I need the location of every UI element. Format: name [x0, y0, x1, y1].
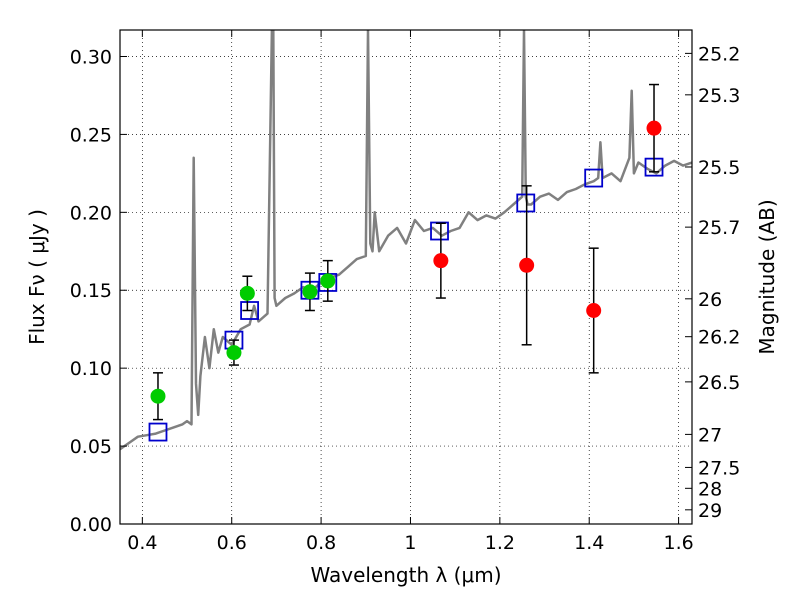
- y-tick-label: 0.25: [70, 124, 112, 146]
- y-right-tick-label: 28: [698, 478, 722, 500]
- y-axis-label: Flux Fν ( μJy ): [25, 209, 49, 345]
- observed-data-point: [302, 284, 318, 300]
- y-tick-label: 0.05: [70, 436, 112, 458]
- y-right-tick-label: 26.2: [698, 327, 740, 349]
- y-right-tick-label: 25.7: [698, 217, 740, 239]
- ticks-layer: 0.4 0.6 0.8 1 1.2 1.4 1.6 0.00 0.05 0.10 0.15 0.20 0…: [70, 30, 740, 554]
- y-right-tick-label: 25.2: [698, 43, 740, 65]
- observed-data-point: [239, 285, 255, 301]
- x-tick-label: 1: [404, 532, 416, 554]
- x-tick-label: 0.6: [217, 532, 247, 554]
- x-tick-label: 0.4: [127, 532, 157, 554]
- y-right-tick-label: 25.5: [698, 157, 740, 179]
- y-tick-label: 0.20: [70, 202, 112, 224]
- y-tick-label: 0.00: [70, 514, 112, 536]
- observed-data-point: [320, 273, 336, 289]
- model-square-point: [430, 221, 449, 241]
- x-axis-label: Wavelength λ (μm): [310, 563, 501, 587]
- y-tick-label: 0.30: [70, 46, 112, 68]
- model-square-point: [240, 301, 259, 320]
- markers-layer: [148, 83, 664, 442]
- spectrum-layer: [120, 30, 692, 451]
- y-right-tick-label: 29: [698, 500, 722, 522]
- grid-layer: [120, 30, 692, 525]
- x-tick-label: 1.6: [663, 532, 693, 554]
- y-right-tick-label: 27.5: [698, 457, 740, 479]
- y-tick-label: 0.15: [70, 280, 112, 302]
- observed-data-point: [519, 257, 535, 273]
- observed-data-point: [226, 345, 242, 361]
- x-tick-label: 0.8: [306, 532, 336, 554]
- y-right-tick-label: 26: [698, 289, 722, 311]
- model-square-point: [516, 193, 536, 213]
- observed-data-point: [433, 253, 449, 269]
- observed-data-point: [586, 303, 602, 319]
- spectrum-line: [120, 30, 692, 451]
- x-tick-label: 1.2: [485, 532, 515, 554]
- observed-data-point: [646, 120, 662, 136]
- x-tick-label: 1.4: [574, 532, 604, 554]
- y-right-tick-label: 26.5: [698, 372, 740, 394]
- y-tick-label: 0.10: [70, 358, 112, 380]
- model-square-point: [584, 168, 604, 188]
- y-right-tick-label: 27: [698, 424, 722, 446]
- y-right-tick-label: 25.3: [698, 85, 740, 107]
- observed-data-point: [150, 388, 166, 404]
- y-axis-right-label: Magnitude (AB): [755, 199, 779, 354]
- plot-frame: [119, 29, 693, 525]
- plot-area: [120, 30, 692, 451]
- model-square-point: [148, 422, 168, 442]
